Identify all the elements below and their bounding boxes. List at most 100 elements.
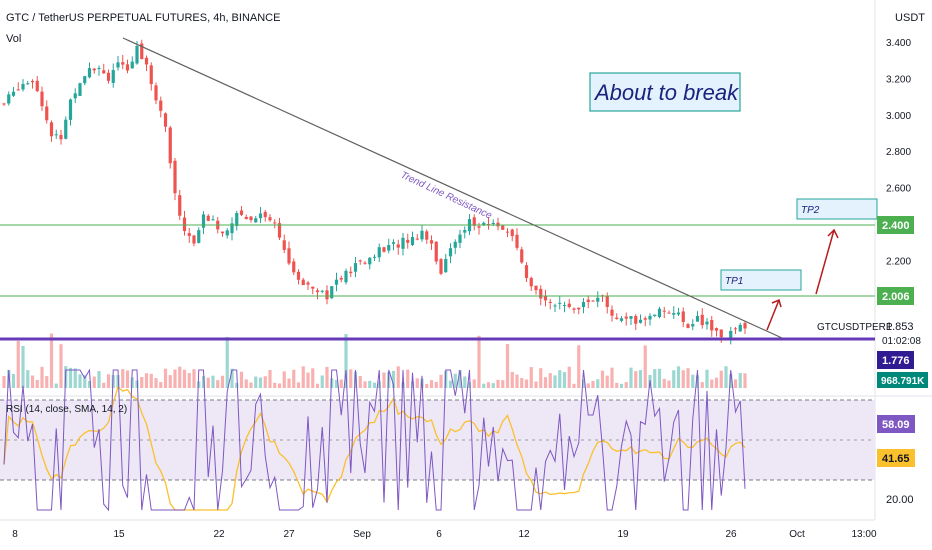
candle-body [178,195,182,216]
candle-body [534,285,538,291]
volume-bar [534,381,538,388]
candle-body [73,93,77,99]
volume-bar [277,383,282,388]
candle-body [40,91,44,107]
volume-bar [249,382,253,388]
rsi-lines [3,368,746,512]
currency-label: USDT [895,12,925,24]
volume-bar [102,382,106,388]
tp2-price-tag [877,216,914,234]
volume-bar [681,370,685,388]
candle-body [477,226,481,228]
candle-body [268,217,272,221]
volume-bar [629,367,633,388]
volume-bar [282,371,286,388]
trend-line[interactable] [122,37,783,339]
volume-bar [510,371,514,388]
candle-body [738,324,742,332]
candle-body [648,315,652,320]
volume-bar [529,367,533,388]
candle-body [258,213,263,219]
volume-bar [178,366,182,388]
candle-body [501,225,505,230]
candle-body [581,302,586,308]
candle-body [125,64,130,71]
candle-body [182,217,187,232]
candle-body [206,215,210,221]
candle-body [377,247,381,258]
time-tick-label: 8 [12,529,18,540]
volume-bar [334,379,339,388]
price-tick-label: 2.800 [886,147,911,158]
candle-body [35,80,39,92]
candle-body [87,68,92,78]
volume-bar [396,366,400,388]
candle-body [491,222,495,225]
tp2-label: TP2 [801,205,820,216]
volume-bar [16,341,20,388]
candle-body [714,328,719,331]
time-axis[interactable]: 8 15 22 27 Sep 6 12 19 26 Oct 13:00 [12,529,877,540]
volume-bar [553,375,557,388]
volume-bar [59,344,63,388]
time-tick-label: 6 [436,529,442,540]
candle-body [472,217,476,226]
volume-bar [26,370,30,388]
volume-bar [168,375,172,388]
volume-bar [615,382,619,388]
price-tick-label: 3.000 [886,111,911,122]
time-tick-label: 26 [725,529,737,540]
candle-body [211,219,215,221]
candle-body [729,330,733,338]
volume-bar [472,379,476,388]
price-axis[interactable]: 3.400 3.200 3.000 2.800 2.600 2.200 [886,38,911,267]
candle-body [78,83,82,96]
volume-bar [401,382,405,388]
volume-bar [662,378,666,388]
volume-bar [154,378,158,388]
candle-body [121,62,125,65]
candle-body [363,262,367,264]
volume-bar [653,369,657,388]
volume-bar [710,379,714,388]
candle-body [562,305,567,307]
tp1-arrow[interactable] [766,298,782,331]
volume-bar [2,376,6,388]
volume-bar [163,368,168,388]
candle-body [97,67,101,70]
tp1-price-value: 2.006 [882,291,910,303]
volume-bar [415,378,419,388]
tp1-box[interactable] [720,269,802,291]
volume-bar [320,375,324,388]
volume-bar [610,367,614,388]
symbol-title[interactable]: GTC / TetherUS PERPETUAL FUTURES, 4h, BI… [6,12,280,24]
candle-countdown: 01:02:08 [882,336,921,347]
volume-bar [40,366,44,388]
volume-bar [429,380,434,388]
candle-body [619,318,624,321]
volume-bar [263,376,267,388]
candle-body [239,210,244,215]
volume-bar [49,333,54,388]
candle-body [510,229,514,237]
tp2-arrow[interactable] [815,228,839,295]
volume-bar [491,383,495,388]
candle-body [306,282,310,285]
candle-body [406,239,410,243]
candle-body [558,302,562,304]
rsi-label[interactable]: RSI (14, close, SMA, 14, 2) [6,404,127,415]
time-tick-label: 19 [617,529,629,540]
candle-body [277,223,282,238]
callout-box[interactable] [589,72,741,112]
candle-body [249,216,253,221]
time-tick-label: 22 [213,529,225,540]
tp2-box[interactable] [796,198,878,220]
candle-body [83,76,87,84]
volume-bar [349,369,353,388]
candle-body [168,127,172,164]
volume-bar [182,369,187,388]
candle-body [643,318,647,320]
volume-bar [705,369,709,388]
volume-label: Vol [6,33,21,45]
